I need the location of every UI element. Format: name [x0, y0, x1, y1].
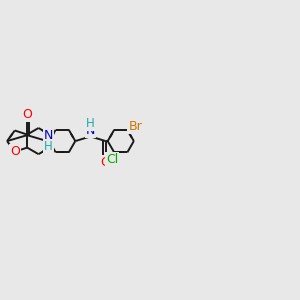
Text: H: H: [44, 140, 53, 153]
Text: Cl: Cl: [106, 153, 118, 166]
Text: H: H: [86, 117, 95, 130]
Text: N: N: [86, 124, 95, 137]
Text: O: O: [10, 145, 20, 158]
Text: N: N: [44, 129, 53, 142]
Text: O: O: [101, 156, 111, 169]
Text: Br: Br: [128, 120, 142, 133]
Text: O: O: [22, 108, 32, 121]
